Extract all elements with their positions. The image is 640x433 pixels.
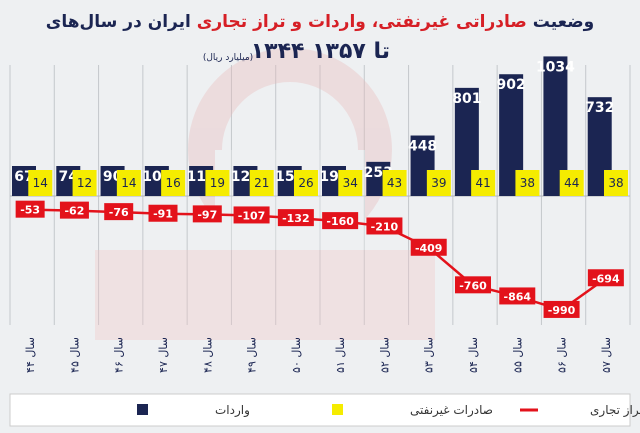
import-value-label: 801: [452, 91, 481, 107]
balance-value-label: -210: [371, 220, 399, 233]
balance-point-marker: [455, 276, 491, 294]
export-value-label: 19: [210, 176, 225, 190]
balance-point-marker: [59, 201, 89, 219]
export-value-label: 14: [33, 176, 48, 190]
balance-value-label: -694: [592, 272, 620, 285]
balance-point-marker: [322, 212, 359, 230]
x-tick-label: سال ۵۰: [290, 337, 303, 373]
export-bar: [294, 170, 318, 196]
balance-point-marker: [587, 269, 624, 287]
import-value-label: 448: [408, 139, 437, 155]
legend-label: تراز تجاری: [590, 403, 640, 418]
balance-value-label: -409: [415, 242, 443, 255]
x-tick-label: سال ۴۸: [201, 337, 214, 373]
balance-point-marker: [148, 204, 178, 222]
balance-point-marker: [543, 300, 580, 318]
balance-point-marker: [410, 238, 447, 256]
balance-value-label: -132: [282, 212, 310, 225]
x-tick-label: سال ۵۴: [467, 337, 480, 373]
x-tick-label: سال ۵۳: [423, 337, 436, 373]
x-tick-label: سال ۴۶: [113, 337, 126, 373]
x-tick-label: سال ۴۵: [68, 337, 81, 373]
chart-title-part3: ایران در سال‌های: [46, 12, 197, 32]
x-tick-label: سال ۵۱: [334, 337, 347, 373]
legend-swatch: [332, 404, 343, 415]
export-bar: [559, 170, 584, 196]
export-bar: [28, 170, 53, 196]
balance-value-label: -160: [326, 215, 354, 228]
balance-value-label: -760: [459, 279, 487, 292]
x-tick-label: سال ۴۷: [157, 337, 170, 373]
export-bar: [382, 170, 407, 196]
balance-point-marker: [233, 206, 270, 224]
x-tick-label: سال ۴۴: [24, 337, 37, 373]
chart-subtitle-years: ۱۳۴۴ تا ۱۳۵۷: [251, 39, 390, 64]
import-value-label: 732: [585, 100, 614, 116]
export-value-label: 34: [343, 176, 358, 190]
export-bars: 14 12 14 16 19 21 26 34 43 39 41 38 44 38: [28, 170, 628, 196]
export-bar: [249, 170, 274, 196]
balance-point-marker: [277, 209, 314, 227]
export-bar: [72, 170, 97, 196]
export-value-label: 38: [520, 176, 535, 190]
balance-value-label: -53: [20, 204, 40, 217]
import-value-label: 902: [497, 77, 526, 93]
export-value-label: 38: [608, 176, 623, 190]
export-bar: [338, 170, 363, 196]
export-bar: [471, 170, 496, 196]
balance-value-label: -91: [153, 208, 173, 221]
x-tick-labels: سال ۴۴ سال ۴۵ سال ۴۶ سال ۴۷ سال ۴۸ سال ۴۹ سال …: [24, 337, 613, 373]
x-tick-label: سال ۵۷: [600, 337, 613, 373]
balance-value-label: -864: [504, 290, 532, 303]
balance-point-marker: [192, 205, 222, 223]
export-bar: [116, 170, 141, 196]
export-value-label: 16: [166, 176, 181, 190]
balance-point-marker: [15, 200, 45, 218]
export-value-label: 44: [564, 176, 579, 190]
x-tick-label: سال ۵۵: [511, 337, 524, 373]
chart-title: وضعیت صادراتی غیرنفتی، واردات و تراز تجا…: [46, 12, 594, 32]
balance-value-label: -990: [548, 304, 576, 317]
import-bar: [499, 74, 524, 196]
balance-point-marker: [104, 203, 134, 221]
legend-swatch: [137, 404, 148, 415]
import-value-label: 1034: [536, 59, 575, 75]
export-bar: [604, 170, 628, 196]
balance-point-marker: [366, 217, 403, 235]
export-value-label: 26: [298, 176, 313, 190]
export-bar: [161, 170, 186, 196]
export-bar: [426, 170, 451, 196]
legend-label: واردات: [215, 403, 250, 418]
export-bar: [515, 170, 540, 196]
chart-title-part2: صادراتی غیرنفتی، واردات و تراز تجاری: [197, 12, 527, 32]
x-tick-label: سال ۴۹: [246, 337, 259, 373]
export-value-label: 41: [476, 176, 491, 190]
legend-label: صادرات غیرنفتی: [410, 403, 493, 418]
export-bar: [205, 170, 230, 196]
x-tick-label: سال ۵۲: [378, 337, 391, 373]
export-value-label: 39: [431, 176, 446, 190]
balance-value-label: -62: [64, 205, 84, 218]
export-value-label: 12: [77, 176, 92, 190]
balance-value-label: -76: [109, 206, 129, 219]
export-value-label: 43: [387, 176, 402, 190]
balance-value-label: -107: [238, 209, 266, 222]
x-tick-label: سال ۵۶: [556, 337, 569, 373]
legend: واردات صادرات غیرنفتی تراز تجاری: [137, 403, 640, 418]
balance-series: -53 -62 -76 -91 -97 -107 -132 -160 -210 -409 -760 -…: [15, 200, 624, 318]
export-value-label: 21: [254, 176, 269, 190]
export-value-label: 14: [121, 176, 136, 190]
chart-title-part1: وضعیت: [527, 12, 594, 32]
balance-value-label: -97: [197, 208, 217, 221]
balance-point-marker: [499, 287, 536, 305]
chart-subtitle-unit: (میلیارد ریال): [203, 53, 253, 63]
